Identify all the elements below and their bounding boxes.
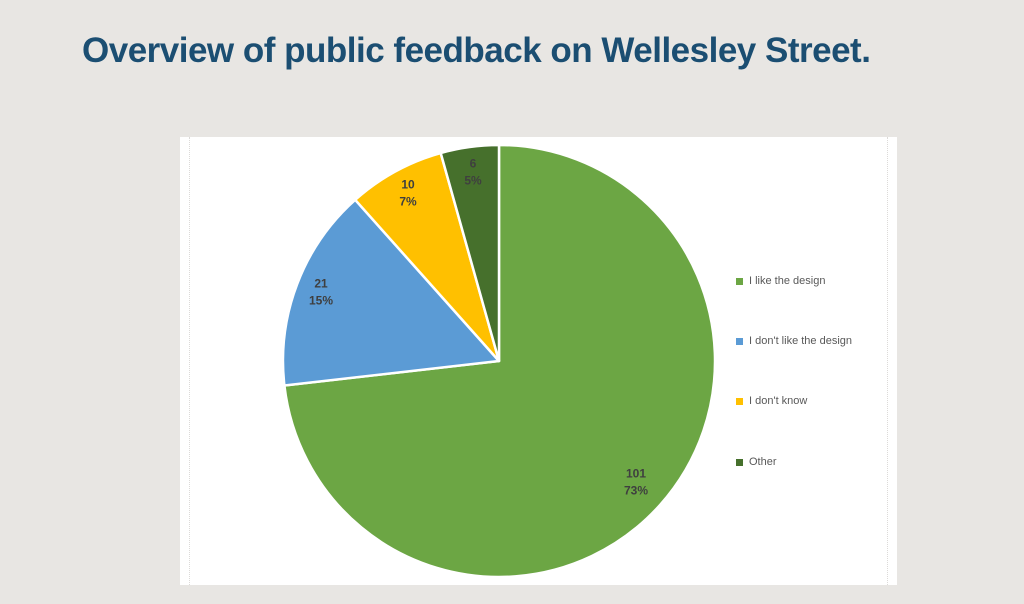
legend-item-label: I don't like the design — [749, 335, 853, 347]
legend-color-swatch-icon — [736, 458, 743, 466]
legend: I like the design I don't like the design… — [736, 137, 886, 585]
plot-area-left-guide — [189, 137, 190, 585]
plot-area-right-guide — [887, 137, 888, 585]
legend-item-label: I don't know — [749, 395, 808, 407]
slice-percent-label: 7% — [399, 195, 417, 209]
slice-label: 6 5% — [464, 156, 481, 191]
slice-count-label: 101 — [625, 466, 647, 481]
legend-color-swatch-icon — [736, 337, 743, 345]
legend-item-label: Other — [749, 456, 777, 468]
pie-slice-3 — [353, 151, 501, 363]
legend-item: I like the design — [736, 273, 825, 289]
slice-count-label: 10 — [401, 177, 415, 192]
slice-count-label: 21 — [314, 276, 328, 291]
legend-item: Other — [736, 454, 777, 470]
legend-color-swatch-icon — [736, 397, 743, 405]
pie-chart — [281, 143, 717, 579]
slice-percent-label: 15% — [308, 294, 334, 308]
pie-slice-4 — [439, 143, 501, 363]
chart-panel: 101 73% 21 15% 10 7% 6 5% I like the design I do… — [180, 137, 897, 585]
slice-label: 101 73% — [624, 466, 648, 501]
legend-item: I don't know — [736, 393, 807, 409]
slice-count-label: 6 — [469, 156, 477, 171]
legend-color-swatch-icon — [736, 277, 743, 285]
slice-label: 10 7% — [399, 177, 416, 212]
slice-percent-label: 73% — [623, 484, 649, 498]
slice-percent-label: 5% — [464, 174, 482, 188]
legend-item: I don't like the design — [736, 333, 852, 349]
pie-slice-2 — [281, 198, 501, 387]
page-title: Overview of public feedback on Wellesley… — [82, 31, 871, 70]
legend-item-label: I like the design — [749, 275, 826, 287]
slice-label: 21 15% — [309, 276, 333, 311]
